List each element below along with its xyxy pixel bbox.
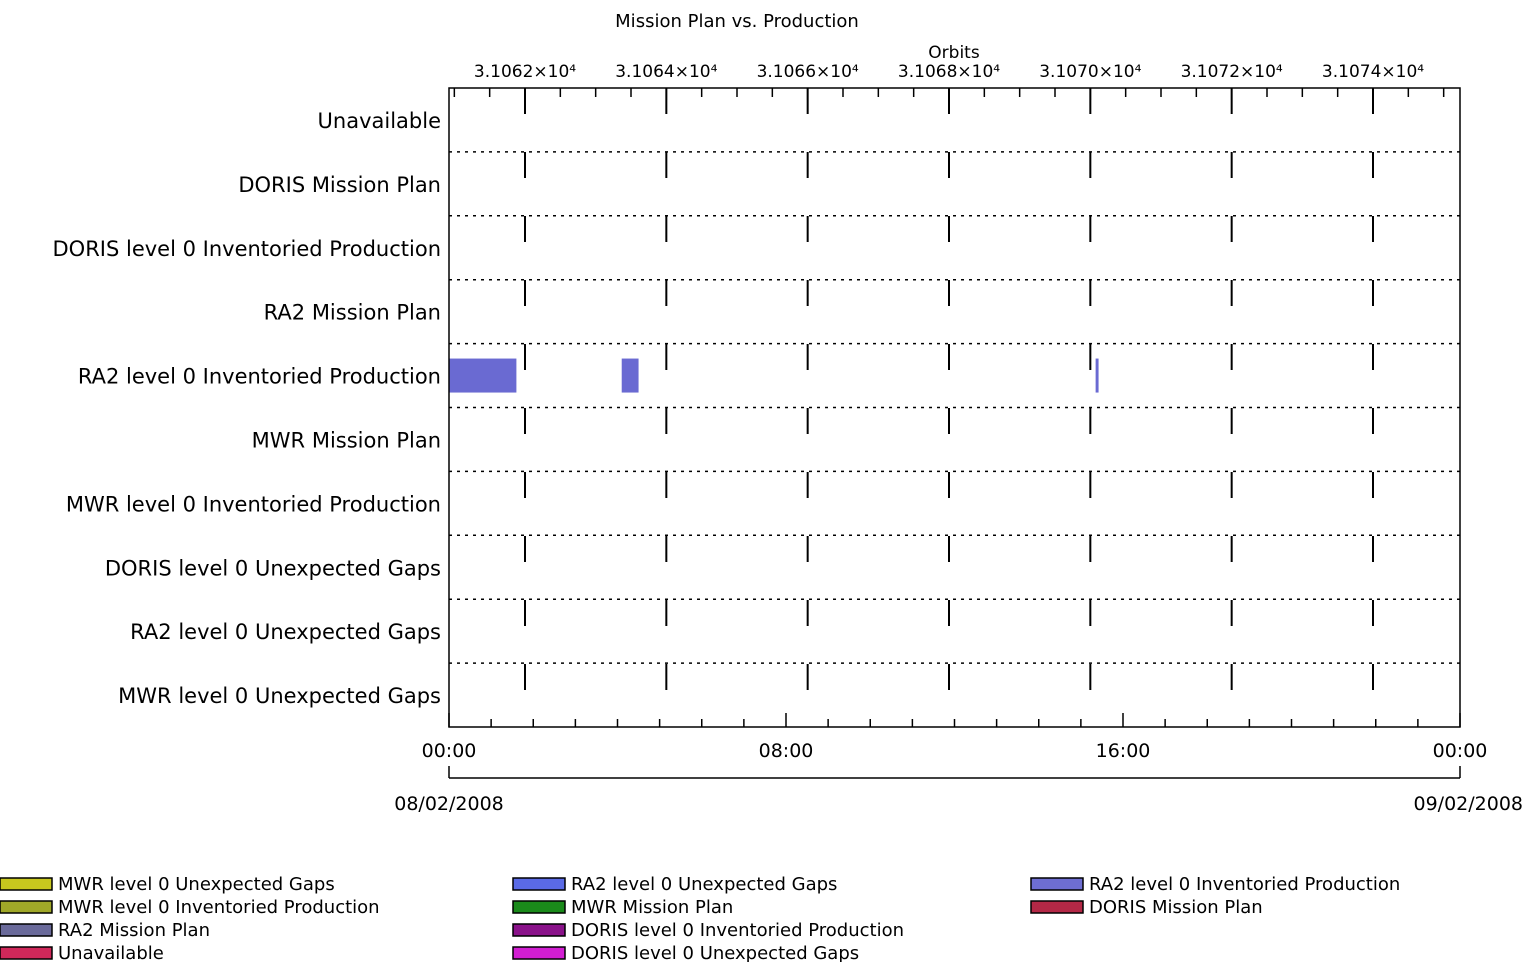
legend-swatch xyxy=(512,877,566,891)
category-labels: Unavailable DORIS Mission Plan DORIS level… xyxy=(53,109,442,708)
legend-entry: RA2 level 0 Inventoried Production xyxy=(1030,874,1400,895)
category-label: Unavailable xyxy=(318,109,441,133)
interval-bars xyxy=(449,358,1099,393)
legend-label: DORIS level 0 Unexpected Gaps xyxy=(571,943,859,962)
time-tick-label: 16:00 xyxy=(1096,740,1151,762)
legend-entry: RA2 level 0 Unexpected Gaps xyxy=(512,874,837,895)
category-label: RA2 level 0 Inventoried Production xyxy=(78,365,441,389)
legend-swatch xyxy=(1030,900,1084,914)
legend-label: RA2 level 0 Inventoried Production xyxy=(1089,874,1400,895)
category-label: DORIS Mission Plan xyxy=(238,173,441,197)
category-label: RA2 Mission Plan xyxy=(264,301,441,325)
interval-bar xyxy=(1095,358,1099,393)
orbit-tick-label: 3.1062×10⁴ xyxy=(474,62,576,82)
legend-entry: RA2 Mission Plan xyxy=(0,920,210,941)
category-label: MWR level 0 Inventoried Production xyxy=(66,492,441,516)
category-label: RA2 level 0 Unexpected Gaps xyxy=(130,620,441,644)
legend-swatch xyxy=(0,900,53,914)
orbit-tick-label: 3.1072×10⁴ xyxy=(1181,62,1283,82)
legend-entry: MWR Mission Plan xyxy=(512,897,733,918)
legend-swatch xyxy=(0,923,53,937)
time-tick-label: 00:00 xyxy=(1433,740,1488,762)
interval-bar xyxy=(621,358,639,393)
legend-swatch xyxy=(512,946,566,960)
orbit-tick-label: 3.1074×10⁴ xyxy=(1322,62,1424,82)
time-tick-label: 00:00 xyxy=(422,740,477,762)
legend-entry: Unavailable xyxy=(0,943,164,962)
legend-label: MWR level 0 Unexpected Gaps xyxy=(58,874,335,895)
interval-bar xyxy=(449,358,517,393)
legend-entry: DORIS level 0 Inventoried Production xyxy=(512,920,904,941)
legend-label: MWR level 0 Inventoried Production xyxy=(58,897,380,918)
orbit-tick-label: 3.1070×10⁴ xyxy=(1039,62,1141,82)
legend-label: RA2 Mission Plan xyxy=(58,920,210,941)
date-label: 09/02/2008 xyxy=(1413,793,1523,815)
category-label: MWR level 0 Unexpected Gaps xyxy=(118,684,441,708)
legend-swatch xyxy=(0,946,53,960)
grid xyxy=(449,88,1460,727)
axes: 3.1062×10⁴ 3.1064×10⁴ 3.1066×10⁴ 3.1068×10⁴… xyxy=(394,62,1523,815)
category-label: MWR Mission Plan xyxy=(252,428,441,452)
chart-title: Mission Plan vs. Production xyxy=(615,11,859,32)
top-axis-label: Orbits xyxy=(928,43,980,63)
legend-label: DORIS Mission Plan xyxy=(1089,897,1263,918)
legend-label: RA2 level 0 Unexpected Gaps xyxy=(571,874,837,895)
legend-entry: DORIS Mission Plan xyxy=(1030,897,1263,918)
legend-entry: MWR level 0 Unexpected Gaps xyxy=(0,874,335,895)
legend-label: Unavailable xyxy=(58,943,164,962)
category-label: DORIS level 0 Inventoried Production xyxy=(53,237,442,261)
category-label: DORIS level 0 Unexpected Gaps xyxy=(105,556,441,580)
legend-entry: MWR level 0 Inventoried Production xyxy=(0,897,380,918)
orbit-tick-label: 3.1066×10⁴ xyxy=(757,62,859,82)
legend-entry: DORIS level 0 Unexpected Gaps xyxy=(512,943,859,962)
legend-label: MWR Mission Plan xyxy=(571,897,733,918)
legend-label: DORIS level 0 Inventoried Production xyxy=(571,920,904,941)
orbit-tick-label: 3.1064×10⁴ xyxy=(615,62,717,82)
legend-swatch xyxy=(512,900,566,914)
legend-swatch xyxy=(1030,877,1084,891)
legend-swatch xyxy=(512,923,566,937)
orbit-tick-label: 3.1068×10⁴ xyxy=(898,62,1000,82)
legend-swatch xyxy=(0,877,53,891)
time-tick-label: 08:00 xyxy=(759,740,814,762)
date-label: 08/02/2008 xyxy=(394,793,504,815)
